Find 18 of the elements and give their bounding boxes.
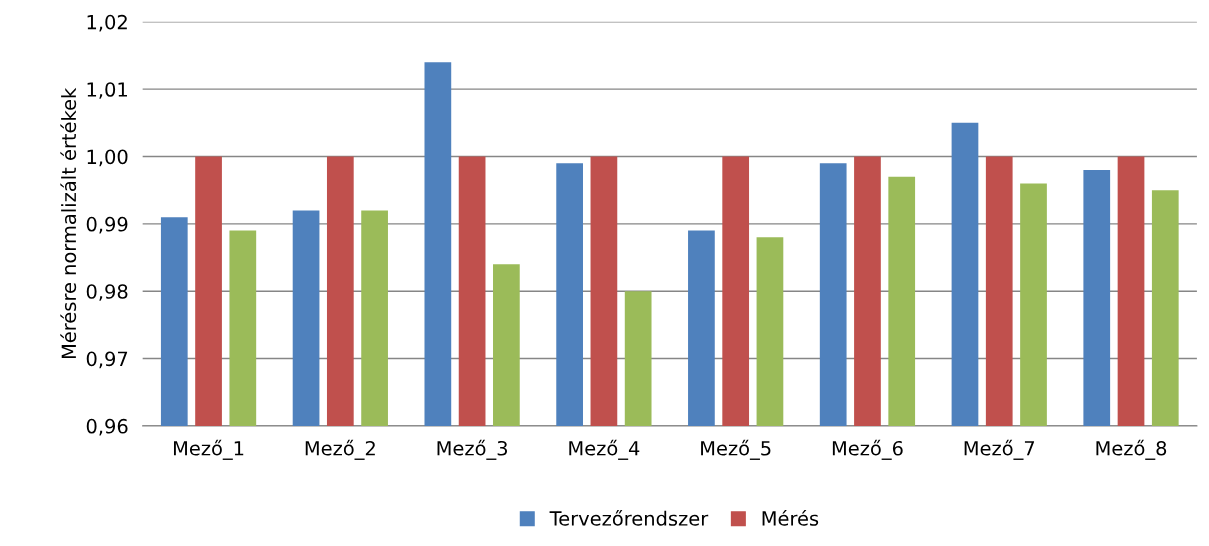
x-tick-label: Mező_7 [964,439,1035,460]
x-tick-label: Mező_4 [569,439,640,460]
y-tick-label: 1,02 [87,14,127,32]
x-tick-label: Mező_5 [701,439,771,460]
y-tick-label: 1,01 [87,82,127,99]
x-tick-label: Mező_3 [437,439,508,460]
y-tick-label: 0,99 [86,216,128,234]
x-tick-label: Mező_2 [305,439,375,460]
x-tick-label: Mező_1 [173,439,244,460]
y-tick-label: 1,00 [87,149,128,167]
y-tick-label: 0,98 [86,284,128,301]
y-tick-label: 0,96 [86,418,128,436]
legend-label: Tervezőrendszer [549,510,709,526]
x-tick-label: Mező_8 [1096,439,1167,460]
x-tick-label: Mező_6 [832,439,903,460]
legend-label: Mérés [762,510,819,526]
y-axis-title: Mérésre normalizált értékek [60,87,77,359]
y-tick-label: 0,97 [86,351,128,369]
